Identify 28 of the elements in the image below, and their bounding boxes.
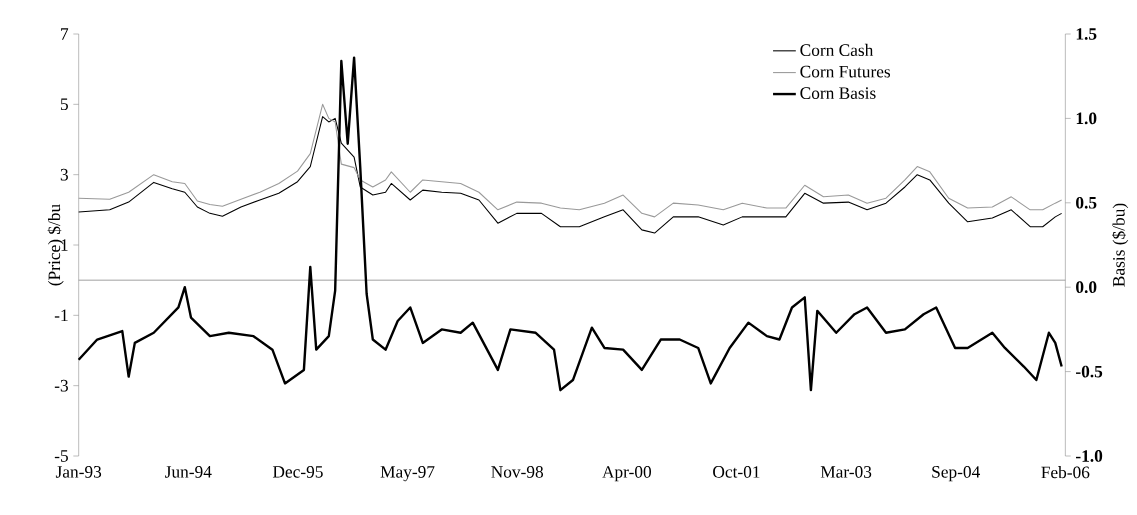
y2-tick-label: 1.5 bbox=[1076, 28, 1097, 40]
line-series bbox=[77, 56, 1063, 392]
x-tick-label: Oct-01 bbox=[713, 466, 760, 478]
y2-axis-title: Basis ($/bu) bbox=[1111, 203, 1129, 287]
y-tick-label: -1 bbox=[54, 309, 68, 322]
x-tick-label: Sep-04 bbox=[932, 466, 981, 482]
legend-label: Corn Basis bbox=[800, 87, 876, 99]
y-tick-label: 7 bbox=[61, 28, 69, 40]
y2-tick-label: 0.5 bbox=[1076, 196, 1097, 209]
y2-tick-label: 0.0 bbox=[1076, 281, 1097, 294]
x-tick-label: May-97 bbox=[380, 466, 435, 482]
legend-label: Corn Cash bbox=[800, 43, 874, 57]
x-tick-label: Dec-95 bbox=[272, 466, 323, 478]
y-tick-label: -3 bbox=[54, 379, 68, 392]
x-tick-label: Mar-03 bbox=[820, 466, 872, 478]
y2-tick-label: -0.5 bbox=[1076, 365, 1103, 378]
x-tick-label: Feb-06 bbox=[1041, 466, 1090, 479]
x-tick-label: Jan-93 bbox=[55, 466, 102, 478]
x-tick-label: Nov-98 bbox=[491, 466, 544, 478]
y-tick-label: 5 bbox=[60, 98, 68, 111]
y2-tick-label: -1.0 bbox=[1076, 450, 1103, 462]
legend-label: Corn Futures bbox=[800, 65, 891, 78]
line-series bbox=[78, 103, 1063, 218]
y-tick-label: 3 bbox=[60, 168, 68, 181]
y2-tick-label: 1.0 bbox=[1076, 112, 1097, 125]
x-tick-label: Apr-00 bbox=[602, 466, 652, 482]
y-tick-label: -5 bbox=[54, 450, 68, 462]
x-tick-label: Jun-94 bbox=[165, 466, 212, 478]
